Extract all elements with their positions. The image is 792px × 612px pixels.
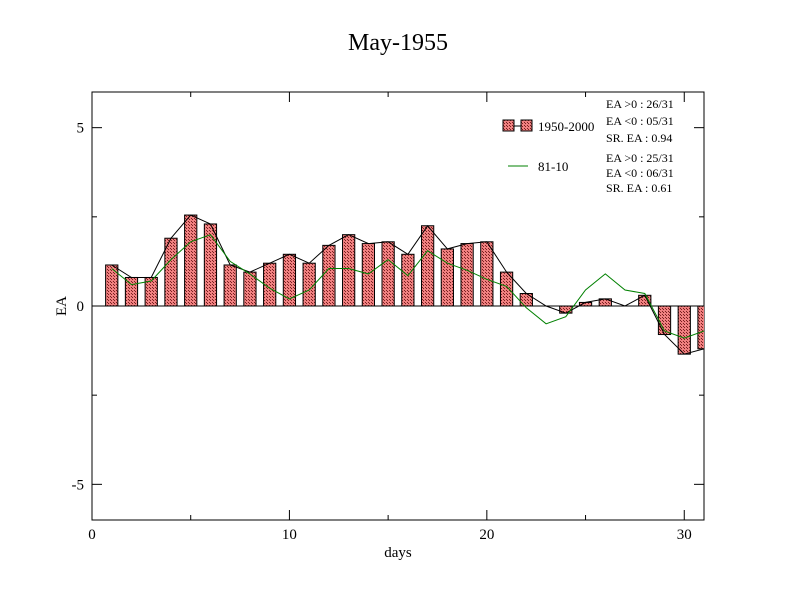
legend-label-1950-2000: 1950-2000 (538, 119, 594, 134)
y-axis-label: EA (54, 296, 70, 316)
stat-8110-ea-negative: EA <0 : 06/31 (606, 166, 674, 180)
y-tick-label-0: 0 (77, 299, 85, 315)
bar-day-31 (697, 305, 704, 350)
bar-day-14 (361, 243, 376, 307)
bar-day-7 (223, 264, 237, 307)
legend-swatch-1950-2000-right (520, 119, 533, 132)
line-series-1950-2000 (111, 214, 704, 355)
line-81-10-path (111, 234, 704, 339)
stat-8110-sr-ea: SR. EA : 0.61 (606, 181, 672, 195)
bar-day-10 (282, 253, 297, 307)
x-tick-label-20: 20 (479, 527, 494, 543)
x-tick-label-0: 0 (88, 527, 96, 543)
stat-1950-ea-positive: EA >0 : 26/31 (606, 97, 674, 111)
bar-day-20 (480, 241, 494, 307)
bar-day-16 (401, 253, 415, 307)
bar-day-12 (322, 244, 336, 307)
legend-label-81-10: 81-10 (538, 159, 568, 174)
bar-day-5 (184, 214, 198, 307)
stat-1950-sr-ea: SR. EA : 0.94 (606, 131, 672, 145)
legend-swatch-1950-2000-left (502, 119, 515, 132)
bar-day-15 (381, 241, 395, 307)
bar-day-22 (519, 293, 533, 307)
stat-1950-ea-negative: EA <0 : 05/31 (606, 114, 674, 128)
x-axis-label: days (384, 545, 412, 561)
stat-8110-ea-positive: EA >0 : 25/31 (606, 151, 674, 165)
bar-day-13 (342, 234, 356, 307)
y-tick-label--5: -5 (72, 477, 85, 493)
bar-day-4 (164, 237, 178, 307)
bar-series-1950-2000 (105, 214, 704, 355)
bar-day-30 (677, 305, 691, 355)
legend: 1950-2000 81-10 (502, 119, 594, 174)
bar-day-18 (440, 248, 454, 307)
line-series-81-10 (111, 234, 704, 339)
x-tick-label-10: 10 (282, 527, 297, 543)
bar-day-11 (302, 262, 316, 307)
bar-day-19 (460, 243, 474, 307)
chart-title: May-1955 (348, 30, 448, 56)
bar-day-17 (420, 225, 435, 307)
y-tick-label-5: 5 (77, 121, 85, 137)
x-tick-label-30: 30 (677, 527, 692, 543)
axis-ticks: 0 10 20 30 -5 0 5 (72, 92, 704, 543)
bar-day-1 (105, 264, 119, 307)
annotation-stats: EA >0 : 26/31 EA <0 : 05/31 SR. EA : 0.9… (606, 97, 674, 195)
line-1950-2000-path (111, 214, 704, 355)
